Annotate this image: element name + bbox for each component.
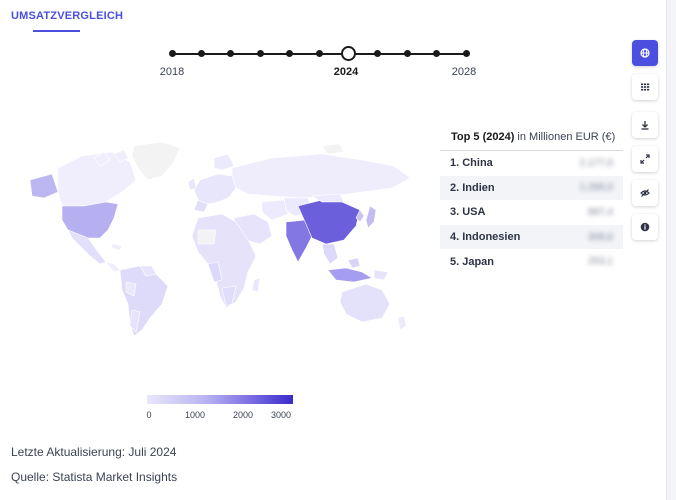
map-region-south-america	[119, 265, 169, 337]
globe-icon	[640, 48, 650, 58]
top5-row[interactable]: 2. Indien 1.266,0	[440, 175, 623, 201]
fullscreen-icon	[640, 154, 650, 164]
timeline-dot[interactable]	[462, 50, 470, 57]
timeline-dot[interactable]	[197, 50, 205, 57]
info-button[interactable]	[632, 214, 658, 240]
top5-title: Top 5 (2024) in Millionen EUR (€)	[451, 131, 615, 143]
timeline-dot[interactable]	[315, 50, 323, 57]
map-region-usa	[61, 201, 119, 239]
top5-value: 253,1	[587, 256, 613, 268]
map-view-button[interactable]	[632, 40, 658, 66]
map-region-greenland	[131, 141, 181, 181]
top5-country: 5. Japan	[450, 255, 495, 268]
fullscreen-button[interactable]	[632, 146, 658, 172]
timeline-dot[interactable]	[256, 50, 264, 57]
timeline-current-label: 2024	[333, 66, 359, 78]
map-region-australia	[339, 283, 391, 323]
map-region-europe	[193, 173, 237, 205]
top5-divider	[440, 150, 623, 151]
top5-country: 4. Indonesien	[450, 231, 521, 244]
top5-value: 2.177,0	[579, 157, 613, 169]
top5-row[interactable]: 3. USA 897,4	[440, 200, 623, 225]
legend-tick: 1000	[184, 410, 206, 420]
timeline-dot[interactable]	[374, 50, 382, 57]
timeline-end-label: 2028	[451, 66, 477, 78]
map-region-mexico	[67, 229, 107, 265]
top5-row[interactable]: 1. China 2.177,0	[440, 151, 623, 176]
top5-row[interactable]: 5. Japan 253,1	[440, 249, 623, 274]
top5-list: 1. China 2.177,0 2. Indien 1.266,0 3. US…	[440, 151, 623, 274]
timeline-dot[interactable]	[403, 50, 411, 57]
world-map[interactable]	[22, 140, 422, 350]
source-text: Quelle: Statista Market Insights	[11, 470, 178, 484]
info-icon	[640, 222, 650, 232]
table-view-button[interactable]	[632, 74, 658, 100]
map-region-russia	[231, 153, 411, 199]
top5-value: 308,6	[587, 231, 613, 243]
timeline-start-label: 2018	[159, 66, 185, 78]
legend-tick: 3000	[270, 410, 292, 420]
last-updated-text: Letzte Aktualisierung: Juli 2024	[11, 445, 177, 459]
download-button[interactable]	[632, 112, 658, 138]
tab-umsatzvergleich[interactable]: UMSATZVERGLEICH	[11, 10, 124, 22]
map-region-indonesia	[327, 267, 373, 283]
map-region-japan	[365, 205, 377, 229]
download-icon	[641, 121, 649, 130]
timeline-dot[interactable]	[168, 50, 176, 57]
tab-underline	[33, 30, 80, 32]
top5-country: 2. Indien	[450, 181, 495, 194]
top5-title-unit: in Millionen EUR (€)	[514, 131, 616, 143]
hide-icon	[640, 189, 650, 197]
color-scale-legend: 0 1000 2000 3000	[146, 395, 293, 424]
top5-value: 897,4	[587, 206, 613, 218]
table-icon	[641, 83, 650, 91]
top5-country: 1. China	[450, 157, 493, 170]
timeline-dot[interactable]	[433, 50, 441, 57]
top5-country: 3. USA	[450, 206, 486, 219]
top5-row[interactable]: 4. Indonesien 308,6	[440, 224, 623, 250]
top5-title-bold: Top 5 (2024)	[451, 131, 515, 143]
legend-ticks: 0 1000 2000 3000	[146, 410, 293, 424]
hide-button[interactable]	[632, 180, 658, 206]
map-region-alaska	[29, 173, 59, 199]
top5-value: 1.266,0	[579, 182, 613, 194]
timeline-current-marker[interactable]	[340, 46, 356, 61]
timeline-dot[interactable]	[286, 50, 294, 57]
year-timeline[interactable]: 2018 2024 2028	[150, 44, 490, 84]
legend-gradient-bar	[147, 395, 293, 404]
timeline-dot[interactable]	[227, 50, 235, 57]
legend-tick: 0	[146, 410, 152, 420]
legend-tick: 2000	[232, 410, 254, 420]
chart-toolbar	[632, 40, 658, 248]
